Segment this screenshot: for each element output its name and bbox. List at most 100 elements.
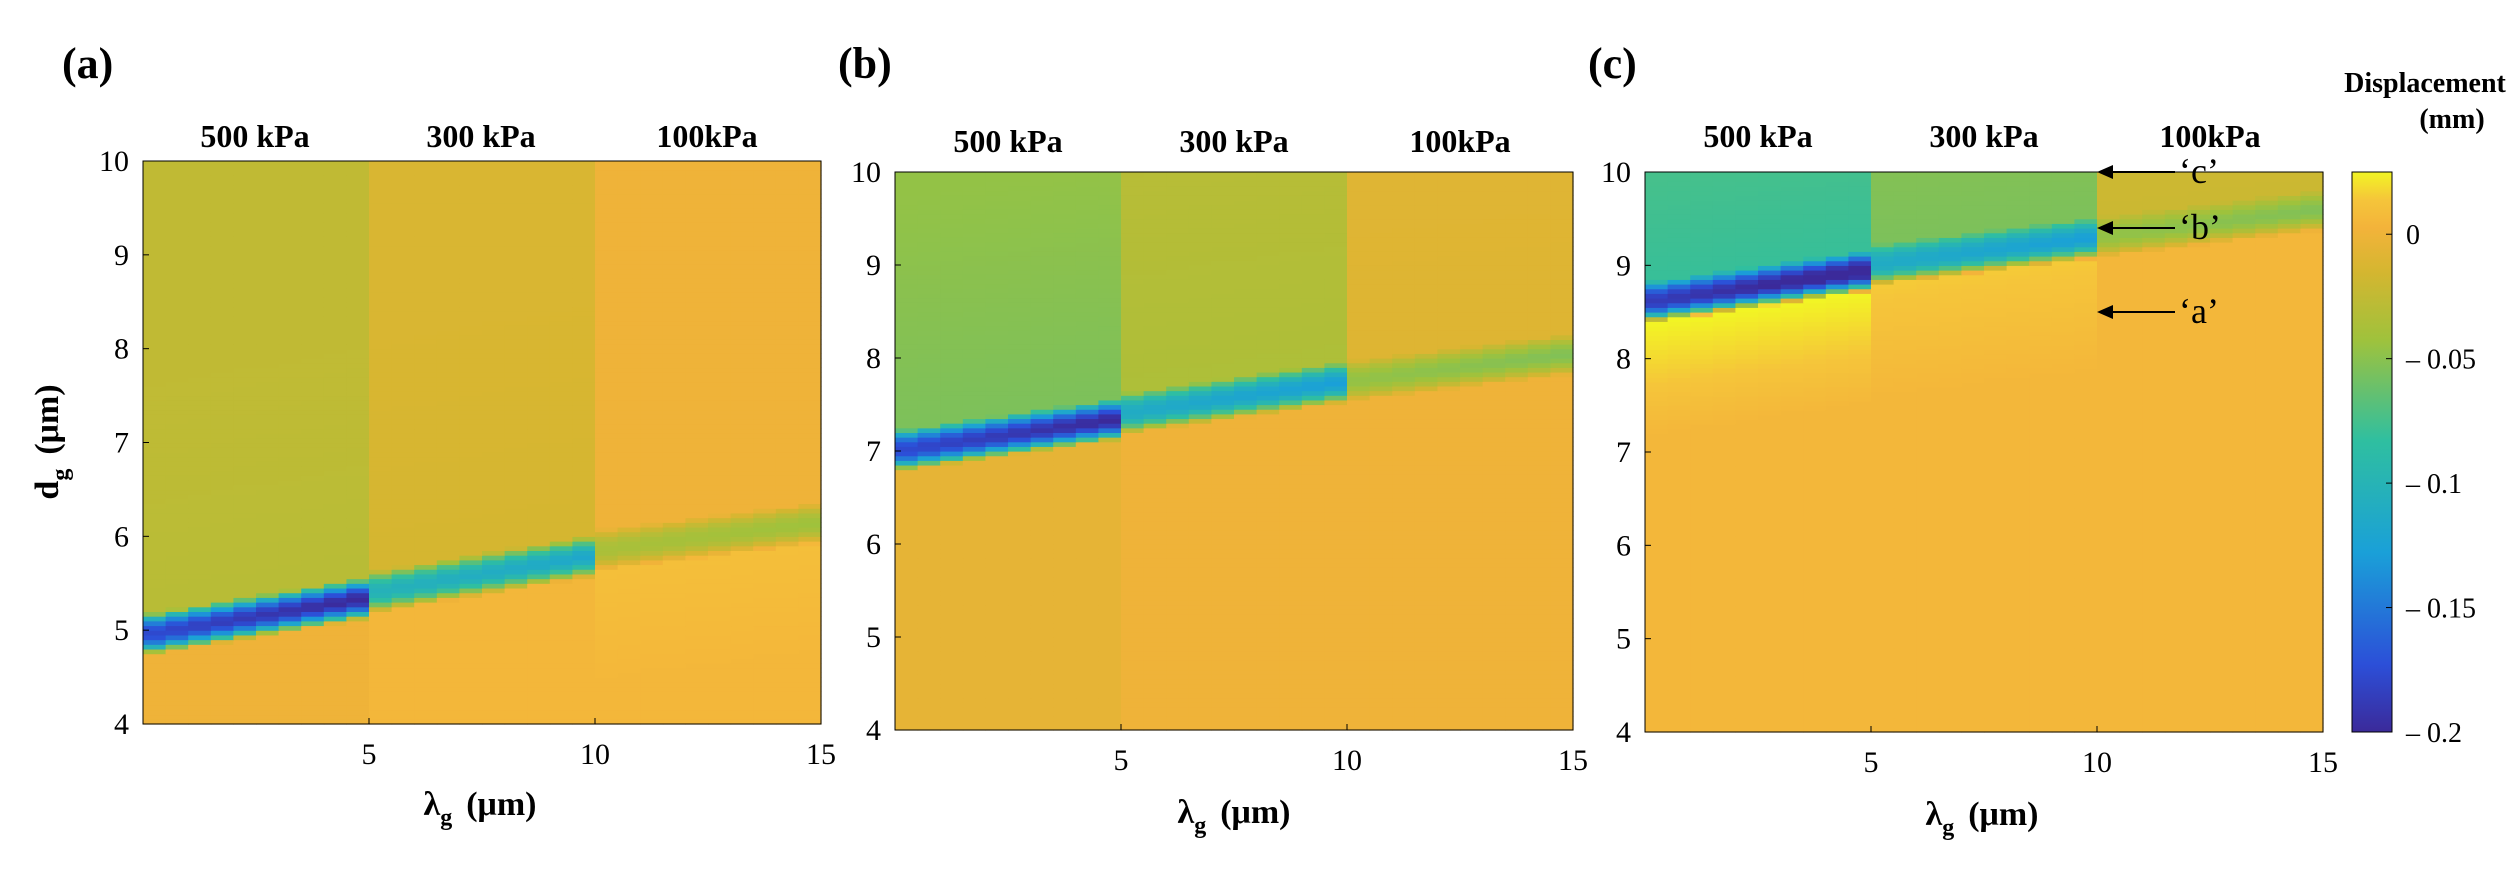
heat-cell	[346, 306, 370, 312]
heat-cell	[369, 587, 393, 594]
heat-cell	[640, 672, 664, 678]
heat-cell	[753, 606, 777, 612]
heat-cell	[256, 447, 280, 453]
heat-cell	[708, 681, 732, 688]
heat-cell	[504, 653, 528, 659]
heat-cell	[278, 653, 302, 659]
heat-cell	[391, 634, 415, 641]
heat-cell	[549, 719, 573, 725]
heat-cell	[940, 176, 964, 182]
heat-cell	[917, 344, 941, 350]
heat-cell	[459, 691, 483, 697]
heat-cell	[436, 616, 460, 622]
heat-cell	[459, 170, 483, 176]
heat-cell	[962, 557, 986, 564]
heat-cell	[662, 254, 686, 261]
heat-cell	[617, 522, 641, 528]
heat-cell	[210, 362, 234, 369]
heat-cell	[165, 301, 189, 308]
heat-cell	[962, 660, 986, 666]
heat-cell	[323, 644, 347, 650]
heat-cell	[143, 240, 167, 247]
heat-cell	[210, 268, 234, 275]
heat-cell	[662, 536, 686, 542]
heat-cell	[640, 508, 664, 514]
heat-cell	[753, 597, 777, 603]
heat-cell	[572, 334, 596, 340]
heat-cell	[1098, 474, 1122, 480]
heat-cell	[210, 442, 234, 448]
heat-cell	[504, 616, 528, 622]
heat-cell	[482, 573, 506, 580]
heat-cell	[917, 585, 941, 592]
heat-cell	[917, 260, 941, 266]
heat-cell	[985, 664, 1009, 671]
heat-cell	[798, 597, 822, 603]
heat-cell	[323, 648, 347, 655]
heat-cell	[482, 292, 506, 298]
heat-cell	[301, 400, 325, 406]
heat-cell	[1075, 260, 1099, 266]
heat-cell	[1008, 683, 1032, 689]
heat-cell	[188, 273, 212, 279]
heat-cell	[917, 316, 941, 322]
heat-cell	[165, 325, 189, 331]
heat-cell	[1008, 702, 1032, 708]
heat-cell	[685, 508, 709, 514]
heat-cell	[940, 204, 964, 210]
heat-cell	[391, 648, 415, 655]
heat-cell	[917, 441, 941, 447]
heat-cell	[143, 329, 167, 336]
heat-cell	[662, 236, 686, 242]
heat-cell	[504, 404, 528, 411]
heat-cell	[256, 442, 280, 448]
heat-cell	[369, 442, 393, 448]
heat-cell	[685, 189, 709, 195]
heat-cell	[549, 611, 573, 617]
panel-a-x-ticks: 5 10 15	[362, 718, 836, 771]
heat-cell	[482, 555, 506, 561]
heat-cell	[165, 526, 189, 533]
heat-cell	[1075, 371, 1099, 378]
heat-cell	[730, 343, 754, 350]
heat-cell	[730, 400, 754, 406]
heat-cell	[414, 470, 438, 476]
heat-cell	[346, 569, 370, 575]
heat-cell	[572, 550, 596, 556]
heat-cell	[572, 395, 596, 401]
heat-cell	[917, 320, 941, 327]
heat-cell	[662, 212, 686, 218]
heat-cell	[640, 334, 664, 340]
heat-cell	[256, 667, 280, 673]
heat-cell	[640, 348, 664, 354]
heat-cell	[685, 207, 709, 214]
heat-cell	[595, 437, 619, 444]
heat-cell	[256, 573, 280, 580]
heat-cell	[640, 616, 664, 622]
heat-cell	[895, 385, 919, 392]
heat-cell	[985, 557, 1009, 564]
heat-cell	[798, 503, 822, 509]
heat-cell	[414, 583, 438, 589]
heat-cell	[233, 240, 257, 247]
heat-cell	[917, 209, 941, 215]
heat-cell	[323, 672, 347, 678]
heat-cell	[549, 419, 573, 425]
heat-cell	[143, 489, 167, 495]
heat-cell	[1234, 702, 1258, 708]
heat-cell	[165, 423, 189, 430]
heat-cell	[798, 264, 822, 270]
heat-cell	[617, 564, 641, 570]
heat-cell	[549, 428, 573, 434]
heat-cell	[459, 165, 483, 171]
heat-cell	[527, 512, 551, 519]
heat-cell	[895, 590, 919, 596]
heat-cell	[985, 539, 1009, 545]
heat-cell	[1030, 367, 1054, 373]
heat-cell	[143, 320, 167, 326]
heat-cell	[188, 480, 212, 486]
heat-cell	[527, 334, 551, 340]
heat-cell	[1098, 409, 1122, 415]
heat-cell	[572, 409, 596, 415]
heat-cell	[188, 620, 212, 627]
